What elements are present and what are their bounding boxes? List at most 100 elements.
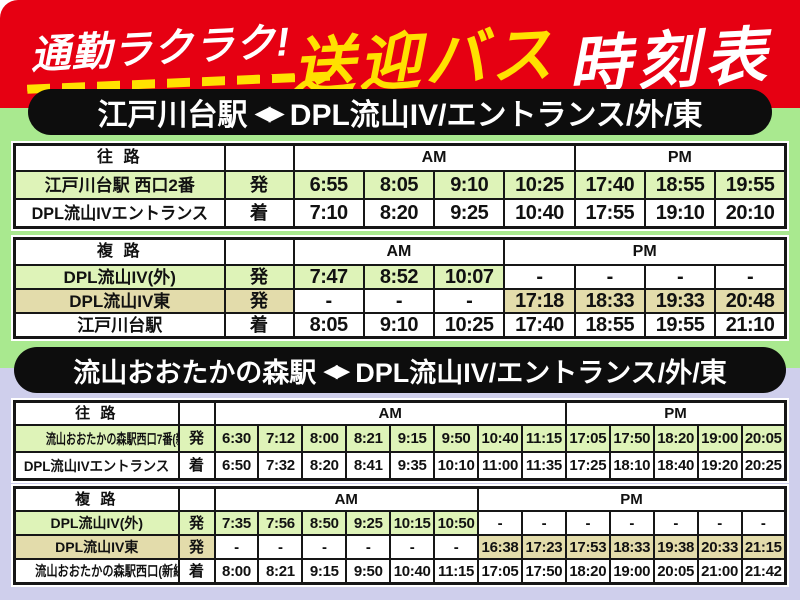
time-cell: 10:25 — [503, 170, 576, 200]
station-name: DPL流山IVエントランス — [31, 203, 208, 223]
blank-header-cell — [223, 237, 295, 266]
depart-arrive-mark-cell: 着 — [223, 312, 295, 339]
no-service-cell: - — [389, 534, 436, 560]
time-cell: 17:05 — [564, 424, 611, 453]
pm-header: PM — [503, 237, 787, 266]
station-cell: DPL流山IV東 — [13, 534, 180, 560]
no-service-cell: - — [433, 534, 480, 560]
no-service-cell: - — [292, 288, 365, 314]
blank-header-cell — [223, 143, 295, 172]
timetable-row: DPL流山IV東発 - - - - - -16:38 17:23 17:53 18:33 19:38… — [13, 534, 787, 560]
time-cell: 17:53 — [564, 534, 611, 560]
station-cell: 江戸川台駅 西口2番 — [13, 170, 226, 200]
time-cell: 10:10 — [433, 451, 480, 481]
station-name: 江戸川台駅 西口2番 — [44, 175, 195, 195]
time-cell: 6:55 — [292, 170, 365, 200]
time-cell: 8:21 — [345, 424, 392, 453]
timetable: 往 路 AM PM 江戸川台駅 西口2番 発 6:55 8:05 9:10 10:25 17:40… — [13, 143, 787, 229]
time-cell: 18:55 — [573, 312, 646, 339]
station-name: DPL流山IV(外) — [63, 267, 176, 287]
timetable-row: DPL流山IVエントランス着 7:10 8:20 9:25 10:40 17:55 19:1… — [13, 198, 787, 229]
timetable-row: DPL流山IV(外) 発 7:47 8:52 10:07- - - - — [13, 264, 787, 290]
timetables-otakanomori: 往 路AMPM流山おおたかの森駅西口7番(新線)発6:307:128:008:2… — [13, 400, 787, 590]
time-cell: 8:05 — [362, 170, 436, 200]
time-cell: 19:38 — [652, 534, 699, 560]
time-cell: 19:00 — [696, 424, 743, 453]
time-cell: 8:00 — [301, 424, 348, 453]
time-cell: 18:33 — [608, 534, 655, 560]
route-to-label: DPL流山IV/エントランス/外/東 — [289, 99, 703, 132]
time-cell: 18:33 — [573, 288, 646, 314]
no-service-cell: - — [740, 510, 787, 536]
timetable-row: 江戸川台駅 西口2番 発 6:55 8:05 9:10 10:25 17:40 18:55 19… — [13, 170, 787, 200]
time-cell: 19:55 — [714, 170, 787, 200]
timetable: 複 路 AM PM DPL流山IV(外) 発 7:35 7:56 8:50 9:25 10:15 1… — [13, 486, 787, 585]
station-name: DPL流山IV東 — [55, 539, 139, 555]
time-cell: 11:15 — [433, 558, 480, 585]
time-cell: 20:25 — [740, 451, 787, 481]
time-cell: 8:50 — [301, 510, 348, 536]
am-header: AM — [292, 237, 506, 266]
time-cell: 21:42 — [740, 558, 787, 585]
no-service-cell: - — [714, 264, 787, 290]
time-cell: 18:55 — [643, 170, 717, 200]
route-from-label: 流山おおたかの森駅 — [73, 357, 317, 388]
time-cell: 17:40 — [573, 170, 646, 200]
time-cell: 9:25 — [345, 510, 392, 536]
no-service-cell: - — [362, 288, 436, 314]
time-cell: 20:05 — [652, 558, 699, 585]
no-service-cell: - — [564, 510, 611, 536]
no-service-cell: - — [503, 264, 576, 290]
station-cell: 江戸川台駅 — [13, 312, 226, 339]
depart-arrive-mark-cell: 発 — [177, 534, 216, 560]
time-cell: 9:50 — [433, 424, 480, 453]
am-header: AM — [213, 400, 567, 426]
depart-arrive-mark-cell: 発 — [177, 510, 216, 536]
time-cell: 21:10 — [714, 312, 787, 339]
pm-header: PM — [564, 400, 787, 426]
direction-label: 往 路 — [13, 400, 180, 426]
no-service-cell: - — [345, 534, 392, 560]
time-cell: 21:00 — [696, 558, 743, 585]
time-cell: 18:10 — [608, 451, 655, 481]
no-service-cell: - — [696, 510, 743, 536]
time-cell: 18:40 — [652, 451, 699, 481]
bidirectional-arrows-icon: ◀▶ — [323, 360, 350, 382]
time-cell: 9:15 — [389, 424, 436, 453]
time-cell: 17:25 — [564, 451, 611, 481]
am-header: AM — [213, 486, 480, 512]
time-cell: 18:20 — [652, 424, 699, 453]
depart-arrive-mark-cell: 発 — [223, 288, 295, 314]
timetable-row: DPL流山IV東発 - - -17:18 18:33 19:33 20:48 — [13, 288, 787, 314]
station-name: DPL流山IVエントランス — [24, 457, 170, 474]
time-cell: 9:10 — [362, 312, 436, 339]
time-cell: 20:33 — [696, 534, 743, 560]
time-cell: 19:55 — [643, 312, 717, 339]
no-service-cell: - — [477, 510, 523, 536]
time-cell: 17:23 — [520, 534, 567, 560]
no-service-cell: - — [573, 264, 646, 290]
time-cell: 10:40 — [389, 558, 436, 585]
time-cell: 17:55 — [573, 198, 646, 229]
blank-header-cell — [177, 400, 216, 426]
time-cell: 7:12 — [257, 424, 304, 453]
time-cell: 18:20 — [564, 558, 611, 585]
station-cell: DPL流山IV東 — [13, 288, 226, 314]
time-cell: 9:25 — [433, 198, 506, 229]
direction-label: 複 路 — [13, 237, 226, 266]
time-cell: 9:10 — [433, 170, 506, 200]
station-cell: DPL流山IVエントランス — [13, 198, 226, 229]
time-cell: 10:40 — [503, 198, 576, 229]
direction-label: 複 路 — [13, 486, 180, 512]
route-to-label: DPL流山IV/エントランス/外/東 — [355, 357, 727, 388]
station-name: DPL流山IV(外) — [50, 515, 144, 531]
depart-arrive-mark-cell: 発 — [177, 424, 216, 453]
time-cell: 7:32 — [257, 451, 304, 481]
depart-arrive-mark-cell: 着 — [223, 198, 295, 229]
time-cell: 8:41 — [345, 451, 392, 481]
time-cell: 21:15 — [740, 534, 787, 560]
timetable-row: 流山おおたかの森駅西口(新線) 着 8:00 8:21 9:15 9:50 10:40 11:… — [13, 558, 787, 585]
timetable: 複 路 AM PM DPL流山IV(外) 発 7:47 8:52 10:07- - - - DPL流山… — [13, 237, 787, 339]
no-service-cell: - — [520, 510, 567, 536]
station-cell: 流山おおたかの森駅西口(新線) — [13, 558, 180, 585]
